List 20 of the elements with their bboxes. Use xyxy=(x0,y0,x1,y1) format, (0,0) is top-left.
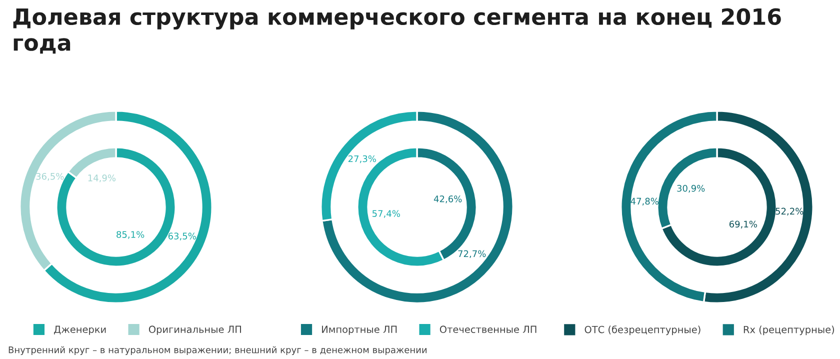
data-label: 52,2% xyxy=(776,208,804,216)
legend-label: Импортные ЛП xyxy=(322,326,397,335)
data-label: 30,9% xyxy=(677,184,705,193)
data-label: 63,5% xyxy=(168,232,196,240)
legend-label: Оригинальные ЛП xyxy=(148,326,241,335)
data-label: 14,9% xyxy=(88,174,116,182)
data-label: 72,7% xyxy=(458,250,486,258)
text: Долевая структура коммерческого сегмента на конец 2016 года xyxy=(13,8,781,54)
legend-label: Отечественные ЛП xyxy=(440,326,536,334)
data-label: 36,5% xyxy=(36,172,64,181)
data-label: 57,4% xyxy=(372,210,400,218)
legend-label: Rx (рецептурные) xyxy=(744,326,834,336)
text: Внутренний круг – в натуральном выражении; внешний круг – в денежном выражении xyxy=(8,346,427,355)
data-label: 69,1% xyxy=(729,220,758,228)
data-label: 42,6% xyxy=(434,195,462,204)
legend-label: Дженерки xyxy=(54,326,106,335)
data-label: 47,8% xyxy=(630,198,658,206)
data-label: 85,1% xyxy=(116,231,144,239)
legend-label: ОТС (безрецептурные) xyxy=(584,326,700,336)
data-label: 27,3% xyxy=(348,155,376,164)
